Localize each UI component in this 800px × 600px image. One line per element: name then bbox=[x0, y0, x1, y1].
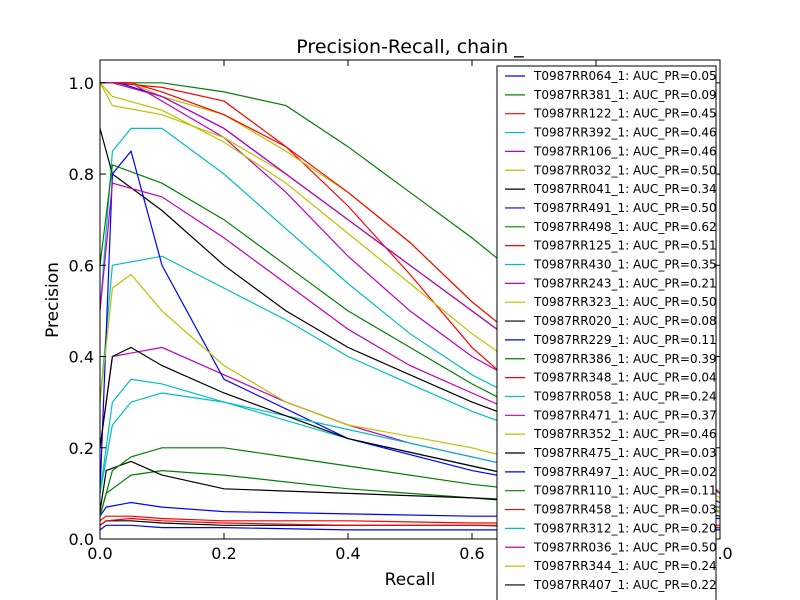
legend-label-15: T0987RR386_1: AUC_PR=0.39 bbox=[533, 352, 717, 366]
legend-label-7: T0987RR491_1: AUC_PR=0.50 bbox=[533, 201, 717, 215]
legend-label-19: T0987RR352_1: AUC_PR=0.46 bbox=[533, 427, 717, 441]
y-axis-label: Precision bbox=[43, 262, 63, 338]
y-tick-label-2: 0.4 bbox=[69, 348, 94, 367]
plot-frame bbox=[99, 59, 721, 540]
y-tick-label-4: 0.8 bbox=[69, 165, 94, 184]
legend-label-8: T0987RR498_1: AUC_PR=0.62 bbox=[533, 220, 717, 234]
legend: T0987RR064_1: AUC_PR=0.05 T0987RR381_1: A… bbox=[496, 65, 717, 600]
legend-label-22: T0987RR110_1: AUC_PR=0.11 bbox=[533, 484, 717, 498]
legend-label-0: T0987RR064_1: AUC_PR=0.05 bbox=[533, 69, 717, 83]
x-tick-label-2: 0.4 bbox=[335, 544, 360, 563]
legend-label-2: T0987RR122_1: AUC_PR=0.45 bbox=[533, 107, 717, 121]
y-tick-label-5: 1.0 bbox=[69, 74, 94, 93]
legend-label-10: T0987RR430_1: AUC_PR=0.35 bbox=[533, 258, 717, 272]
legend-label-23: T0987RR458_1: AUC_PR=0.03 bbox=[533, 503, 717, 517]
x-tick-label-0: 0.0 bbox=[87, 544, 112, 563]
x-axis-label: Recall bbox=[385, 570, 436, 590]
legend-label-20: T0987RR475_1: AUC_PR=0.03 bbox=[533, 446, 717, 460]
legend-label-4: T0987RR106_1: AUC_PR=0.46 bbox=[533, 144, 717, 158]
legend-label-13: T0987RR020_1: AUC_PR=0.08 bbox=[533, 314, 717, 328]
y-tick-label-0: 0.0 bbox=[69, 530, 94, 549]
legend-label-27: T0987RR407_1: AUC_PR=0.22 bbox=[533, 578, 717, 592]
chart-title: Precision-Recall, chain _ bbox=[296, 36, 524, 58]
legend-label-14: T0987RR229_1: AUC_PR=0.11 bbox=[533, 333, 717, 347]
legend-label-5: T0987RR032_1: AUC_PR=0.50 bbox=[533, 163, 717, 177]
legend-label-18: T0987RR471_1: AUC_PR=0.37 bbox=[533, 408, 717, 422]
legend-label-6: T0987RR041_1: AUC_PR=0.34 bbox=[533, 182, 717, 196]
x-tick-label-1: 0.2 bbox=[211, 544, 236, 563]
legend-label-26: T0987RR344_1: AUC_PR=0.24 bbox=[533, 559, 717, 573]
legend-label-12: T0987RR323_1: AUC_PR=0.50 bbox=[533, 295, 717, 309]
legend-label-24: T0987RR312_1: AUC_PR=0.20 bbox=[533, 521, 717, 535]
y-tick-label-3: 0.6 bbox=[69, 256, 94, 275]
legend-label-17: T0987RR058_1: AUC_PR=0.24 bbox=[533, 389, 717, 403]
legend-label-3: T0987RR392_1: AUC_PR=0.46 bbox=[533, 126, 717, 140]
x-tick-label-3: 0.6 bbox=[459, 544, 484, 563]
legend-label-16: T0987RR348_1: AUC_PR=0.04 bbox=[533, 371, 717, 385]
legend-label-11: T0987RR243_1: AUC_PR=0.21 bbox=[533, 276, 717, 290]
legend-label-9: T0987RR125_1: AUC_PR=0.51 bbox=[533, 239, 717, 253]
legend-label-1: T0987RR381_1: AUC_PR=0.09 bbox=[533, 88, 717, 102]
legend-box bbox=[496, 65, 717, 600]
y-tick-label-1: 0.2 bbox=[69, 439, 94, 458]
legend-label-21: T0987RR497_1: AUC_PR=0.02 bbox=[533, 465, 717, 479]
legend-label-25: T0987RR036_1: AUC_PR=0.50 bbox=[533, 540, 717, 554]
